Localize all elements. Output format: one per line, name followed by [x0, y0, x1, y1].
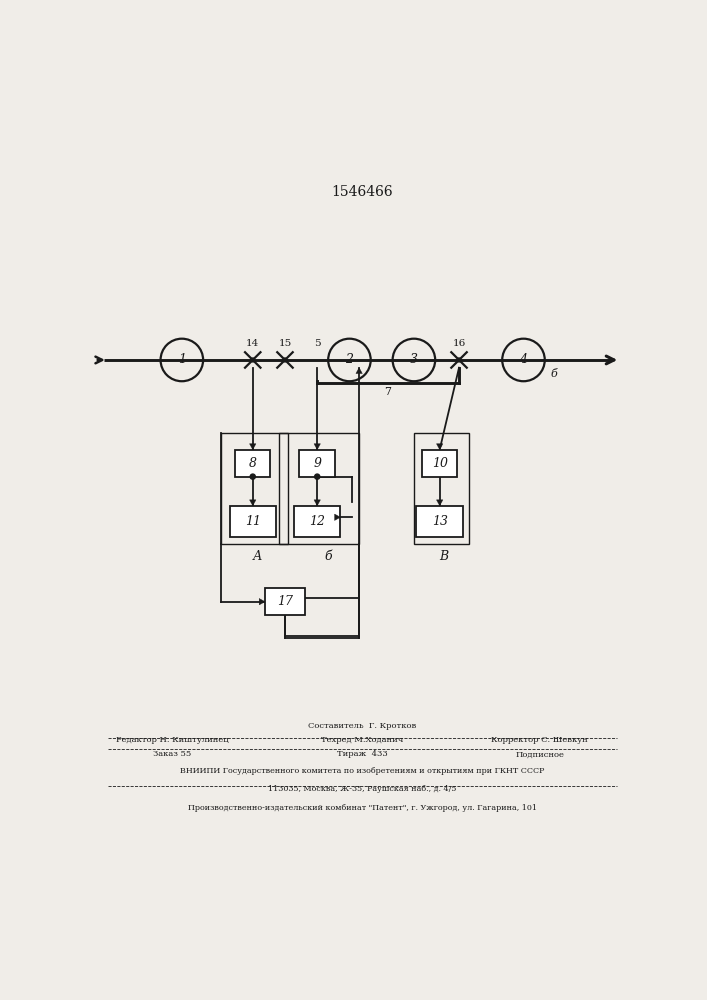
Text: Корректор С. Шевкун: Корректор С. Шевкун [491, 736, 588, 744]
Polygon shape [250, 500, 256, 506]
Text: 11: 11 [245, 515, 261, 528]
Circle shape [457, 358, 461, 362]
Text: А: А [252, 550, 262, 563]
Text: 14: 14 [246, 339, 259, 348]
Polygon shape [356, 368, 362, 373]
Text: Редактор Н. Киштулинец: Редактор Н. Киштулинец [116, 736, 228, 744]
Polygon shape [334, 514, 341, 520]
Text: 5: 5 [314, 339, 320, 348]
Polygon shape [436, 500, 443, 506]
Polygon shape [314, 500, 320, 506]
Text: б: б [551, 369, 557, 379]
Text: В: В [440, 550, 449, 563]
Text: Составитель  Г. Кротков: Составитель Г. Кротков [308, 722, 416, 730]
Text: ВНИИПИ Государственного комитета по изобретениям и открытиям при ГКНТ СССР: ВНИИПИ Государственного комитета по изоб… [180, 767, 544, 775]
FancyBboxPatch shape [235, 450, 271, 477]
Text: 2: 2 [346, 353, 354, 366]
Text: 9: 9 [313, 457, 321, 470]
Text: 8: 8 [249, 457, 257, 470]
FancyBboxPatch shape [422, 450, 457, 477]
Circle shape [250, 474, 255, 479]
Polygon shape [250, 444, 256, 450]
Text: 1: 1 [178, 353, 186, 366]
Polygon shape [436, 444, 443, 450]
Circle shape [251, 358, 255, 362]
Text: 3: 3 [410, 353, 418, 366]
FancyBboxPatch shape [230, 506, 276, 537]
Circle shape [283, 358, 287, 362]
FancyBboxPatch shape [294, 506, 341, 537]
FancyBboxPatch shape [300, 450, 335, 477]
FancyBboxPatch shape [416, 506, 463, 537]
FancyBboxPatch shape [265, 588, 305, 615]
Text: 13: 13 [432, 515, 448, 528]
Text: 113035, Москва, Ж-35, Раушская наб., д. 4/5: 113035, Москва, Ж-35, Раушская наб., д. … [268, 785, 457, 793]
Text: 16: 16 [452, 339, 466, 348]
Text: Тираж  433: Тираж 433 [337, 750, 387, 758]
Text: б: б [325, 550, 332, 563]
Text: 10: 10 [432, 457, 448, 470]
Text: Заказ 55: Заказ 55 [153, 750, 192, 758]
Polygon shape [314, 444, 320, 450]
Text: 4: 4 [520, 353, 527, 366]
Text: 1546466: 1546466 [332, 185, 393, 199]
Text: 12: 12 [309, 515, 325, 528]
Text: Подписное: Подписное [515, 750, 564, 758]
Text: Техред М.Ходанич: Техред М.Ходанич [321, 736, 404, 744]
Circle shape [315, 474, 320, 479]
Text: Производственно-издательский комбинат "Патент", г. Ужгород, ул. Гагарина, 101: Производственно-издательский комбинат "П… [188, 804, 537, 812]
Text: 7: 7 [385, 387, 392, 397]
Text: 15: 15 [279, 339, 291, 348]
Polygon shape [259, 599, 265, 605]
Text: 17: 17 [277, 595, 293, 608]
